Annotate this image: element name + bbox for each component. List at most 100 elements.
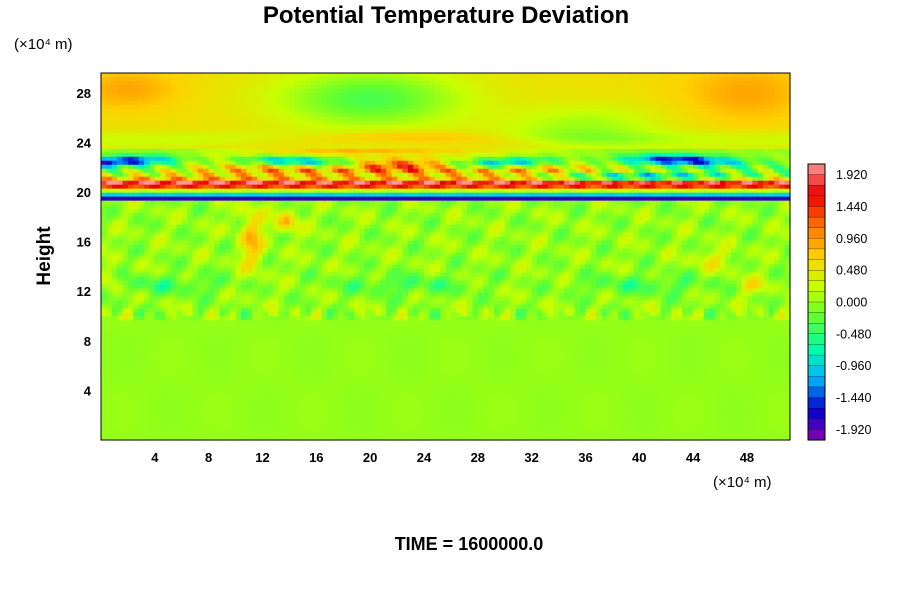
field-cell xyxy=(413,132,420,138)
field-cell xyxy=(493,196,500,202)
field-cell xyxy=(203,100,210,106)
field-cell xyxy=(488,216,495,222)
field-cell xyxy=(612,73,619,78)
field-cell xyxy=(623,128,630,134)
field-cell xyxy=(203,112,210,118)
field-cell xyxy=(639,156,646,162)
field-cell xyxy=(440,184,447,190)
field-cell xyxy=(397,148,404,154)
field-cell xyxy=(316,144,323,150)
field-cell xyxy=(160,132,167,138)
field-cell xyxy=(730,172,737,178)
field-cell xyxy=(483,100,490,106)
field-cell xyxy=(235,176,242,182)
field-cell xyxy=(278,92,285,98)
field-cell xyxy=(380,104,387,110)
field-cell xyxy=(531,220,538,226)
field-cell xyxy=(138,184,145,190)
field-cell xyxy=(467,84,474,90)
field-cell xyxy=(348,216,355,222)
field-cell xyxy=(289,192,296,198)
field-cell xyxy=(434,188,441,194)
field-cell xyxy=(741,176,748,182)
field-cell xyxy=(773,108,780,114)
field-cell xyxy=(316,108,323,114)
field-cell xyxy=(515,172,522,178)
field-cell xyxy=(310,224,317,230)
field-cell xyxy=(714,84,721,90)
field-cell xyxy=(768,116,775,122)
field-cell xyxy=(343,144,350,150)
field-cell xyxy=(370,112,377,118)
field-cell xyxy=(375,124,382,130)
field-cell xyxy=(623,140,630,146)
field-cell xyxy=(144,92,151,98)
field-cell xyxy=(208,92,215,98)
field-cell xyxy=(725,216,732,222)
field-cell xyxy=(784,112,791,118)
field-cell xyxy=(784,120,791,126)
field-cell xyxy=(488,168,495,174)
field-cell xyxy=(111,120,118,126)
field-cell xyxy=(682,220,689,226)
field-cell xyxy=(617,176,624,182)
field-cell xyxy=(111,136,118,142)
field-cell xyxy=(321,144,328,150)
field-cell xyxy=(397,220,404,226)
field-cell xyxy=(520,220,527,226)
field-cell xyxy=(343,96,350,102)
field-cell xyxy=(709,136,716,142)
field-cell xyxy=(736,180,743,186)
field-cell xyxy=(230,152,237,158)
field-cell xyxy=(617,192,624,198)
field-cell xyxy=(273,108,280,114)
field-cell xyxy=(343,216,350,222)
field-cell xyxy=(456,212,463,218)
field-cell xyxy=(165,176,172,182)
field-cell xyxy=(208,128,215,134)
field-cell xyxy=(547,200,554,206)
field-cell xyxy=(208,212,215,218)
field-cell xyxy=(359,144,366,150)
field-cell xyxy=(660,92,667,98)
field-cell xyxy=(763,216,770,222)
field-cell xyxy=(542,144,549,150)
field-cell xyxy=(472,180,479,186)
field-cell xyxy=(650,124,657,130)
field-cell xyxy=(666,128,673,134)
field-cell xyxy=(101,136,107,142)
field-cell xyxy=(784,184,791,190)
field-cell xyxy=(596,116,603,122)
field-cell xyxy=(165,136,172,142)
field-cell xyxy=(601,156,608,162)
field-cell xyxy=(763,176,770,182)
field-cell xyxy=(693,164,700,170)
field-cell xyxy=(294,176,301,182)
field-cell xyxy=(370,120,377,126)
field-cell xyxy=(214,208,221,214)
field-cell xyxy=(510,156,517,162)
field-cell xyxy=(348,144,355,150)
field-cell xyxy=(644,104,651,110)
field-cell xyxy=(353,196,360,202)
field-cell xyxy=(294,136,301,142)
field-cell xyxy=(720,172,726,178)
field-cell xyxy=(397,128,404,134)
field-cell xyxy=(515,216,522,222)
field-cell xyxy=(267,108,274,114)
field-cell xyxy=(493,176,500,182)
field-cell xyxy=(660,172,667,178)
field-cell xyxy=(606,112,613,118)
field-cell xyxy=(133,172,140,178)
field-cell xyxy=(461,140,468,146)
field-cell xyxy=(251,80,258,86)
field-cell xyxy=(219,84,226,90)
field-cell xyxy=(192,156,199,162)
field-cell xyxy=(176,224,183,230)
field-cell xyxy=(434,216,441,222)
field-cell xyxy=(547,100,554,106)
field-cell xyxy=(596,156,603,162)
field-cell xyxy=(418,216,425,222)
field-cell xyxy=(504,100,511,106)
field-cell xyxy=(784,80,791,86)
